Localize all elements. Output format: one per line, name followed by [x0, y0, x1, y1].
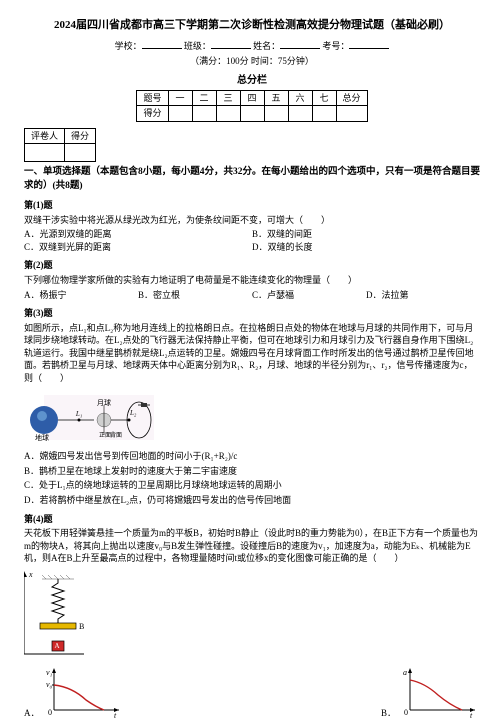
school-blank — [142, 39, 182, 49]
svg-text:v₀: v₀ — [46, 680, 53, 689]
score-col-0: 题号 — [137, 90, 168, 106]
grader-col-0: 评卷人 — [25, 128, 65, 144]
q2-head: 第(2)题 — [24, 259, 480, 272]
q4-opt-b-label: B． — [381, 707, 396, 720]
q3-body: 如图所示，点L₁和点L₂称为地月连线上的拉格朗日点。在拉格朗日点处的物体在地球与… — [24, 322, 480, 385]
page-title: 2024届四川省成都市高三下学期第二次诊断性检测高效提分物理试题（基础必刷） — [24, 18, 480, 33]
examno-label: 考号： — [322, 41, 349, 51]
q1-opt-a: A．光源到双缝的距离 — [24, 228, 252, 241]
svg-text:0: 0 — [404, 708, 408, 717]
svg-text:L₂: L₂ — [129, 409, 137, 417]
meta-line-1: 学校： 班级： 姓名： 考号： — [24, 39, 480, 53]
score-col-3: 三 — [216, 90, 240, 106]
q2-opt-d: D．法拉第 — [366, 289, 480, 302]
q1-head: 第(1)题 — [24, 199, 480, 212]
q4-opt-a-label: A． — [24, 707, 40, 720]
full-marks: （满分：100分 时间：75分钟） — [24, 55, 480, 68]
q1-opt-b: B．双缝的间距 — [252, 228, 480, 241]
svg-text:t: t — [470, 711, 473, 720]
score-cell — [168, 106, 192, 122]
q3-opt-d: D．若将鹊桥中继星放在L₂点，仍可将嫦娥四号发出的信号传回地面 — [24, 494, 480, 507]
name-blank — [280, 39, 320, 49]
q2-body: 下列哪位物理学家所做的实验有力地证明了电荷量是不能连续变化的物理量（ ） — [24, 274, 480, 287]
q2-options: A．杨振宁 B．密立根 C．卢瑟福 D．法拉第 — [24, 289, 480, 302]
svg-text:0: 0 — [48, 708, 52, 717]
svg-text:t: t — [114, 711, 117, 720]
grader-table: 评卷人得分 — [24, 128, 96, 163]
q3-figure: 地球 L₁ 正面 背面 月球 L₂ — [24, 385, 480, 449]
q3-opt-a: A．嫦娥四号发出信号到传回地面的时间小于(R₁+R₂)/c — [24, 450, 480, 463]
q3-opt-c: C．处于L₁点的绕地球运转的卫星周期比月球绕地球运转的周期小 — [24, 479, 480, 492]
q1-options: A．光源到双缝的距离 B．双缝的间距 C．双缝到光屏的距离 D．双缝的长度 — [24, 228, 480, 253]
svg-text:A: A — [54, 642, 59, 650]
svg-text:B: B — [79, 622, 84, 631]
q2-opt-b: B．密立根 — [138, 289, 252, 302]
q1-body: 双缝干涉实验中将光源从绿光改为红光，为使条纹间距不变，可增大（ ） — [24, 214, 480, 227]
class-label: 班级： — [184, 41, 211, 51]
score-row2-label: 得分 — [137, 106, 168, 122]
score-col-7: 七 — [312, 90, 336, 106]
name-label: 姓名： — [253, 41, 280, 51]
q1-opt-d: D．双缝的长度 — [252, 241, 480, 254]
score-col-1: 一 — [168, 90, 192, 106]
score-col-8: 总分 — [336, 90, 367, 106]
svg-text:地球: 地球 — [35, 433, 49, 442]
q1-opt-c: C．双缝到光屏的距离 — [24, 241, 252, 254]
score-header: 总分栏 — [24, 74, 480, 88]
q3-head: 第(3)题 — [24, 307, 480, 320]
q4-setup-figure: x 0 B A — [24, 569, 94, 663]
q2-opt-c: C．卢瑟福 — [252, 289, 366, 302]
svg-text:v₁: v₁ — [46, 668, 53, 677]
score-col-4: 四 — [240, 90, 264, 106]
q2-opt-a: A．杨振宁 — [24, 289, 138, 302]
svg-text:月球: 月球 — [97, 398, 111, 407]
score-col-6: 六 — [288, 90, 312, 106]
score-table: 题号 一 二 三 四 五 六 七 总分 得分 — [136, 90, 367, 122]
svg-text:背面: 背面 — [110, 431, 122, 439]
q3-options: A．嫦娥四号发出信号到传回地面的时间小于(R₁+R₂)/c B．鹊桥卫星在地球上… — [24, 450, 480, 506]
school-label: 学校： — [115, 41, 142, 51]
q3-opt-b: B．鹊桥卫星在地球上发射时的速度大于第二宇宙速度 — [24, 465, 480, 478]
class-blank — [211, 39, 251, 49]
section-1-heading: 一、单项选择题（本题包含8小题，每小题4分，共32分。在每小题给出的四个选项中，… — [24, 166, 480, 193]
svg-text:L₁: L₁ — [75, 410, 82, 418]
svg-text:a: a — [403, 668, 407, 677]
score-col-5: 五 — [264, 90, 288, 106]
q4-head: 第(4)题 — [24, 513, 480, 526]
q4-body: 天花板下用轻弹簧悬挂一个质量为m的平板B，初始时B静止（设此时B的重力势能为0）… — [24, 527, 480, 565]
score-col-2: 二 — [192, 90, 216, 106]
svg-text:x: x — [28, 570, 33, 579]
examno-blank — [349, 39, 389, 49]
q4-opt-a-graph: v₁ v₀ t 0 — [44, 665, 124, 720]
grader-col-1: 得分 — [65, 128, 96, 144]
q4-opt-b-graph: a t 0 — [400, 665, 480, 720]
